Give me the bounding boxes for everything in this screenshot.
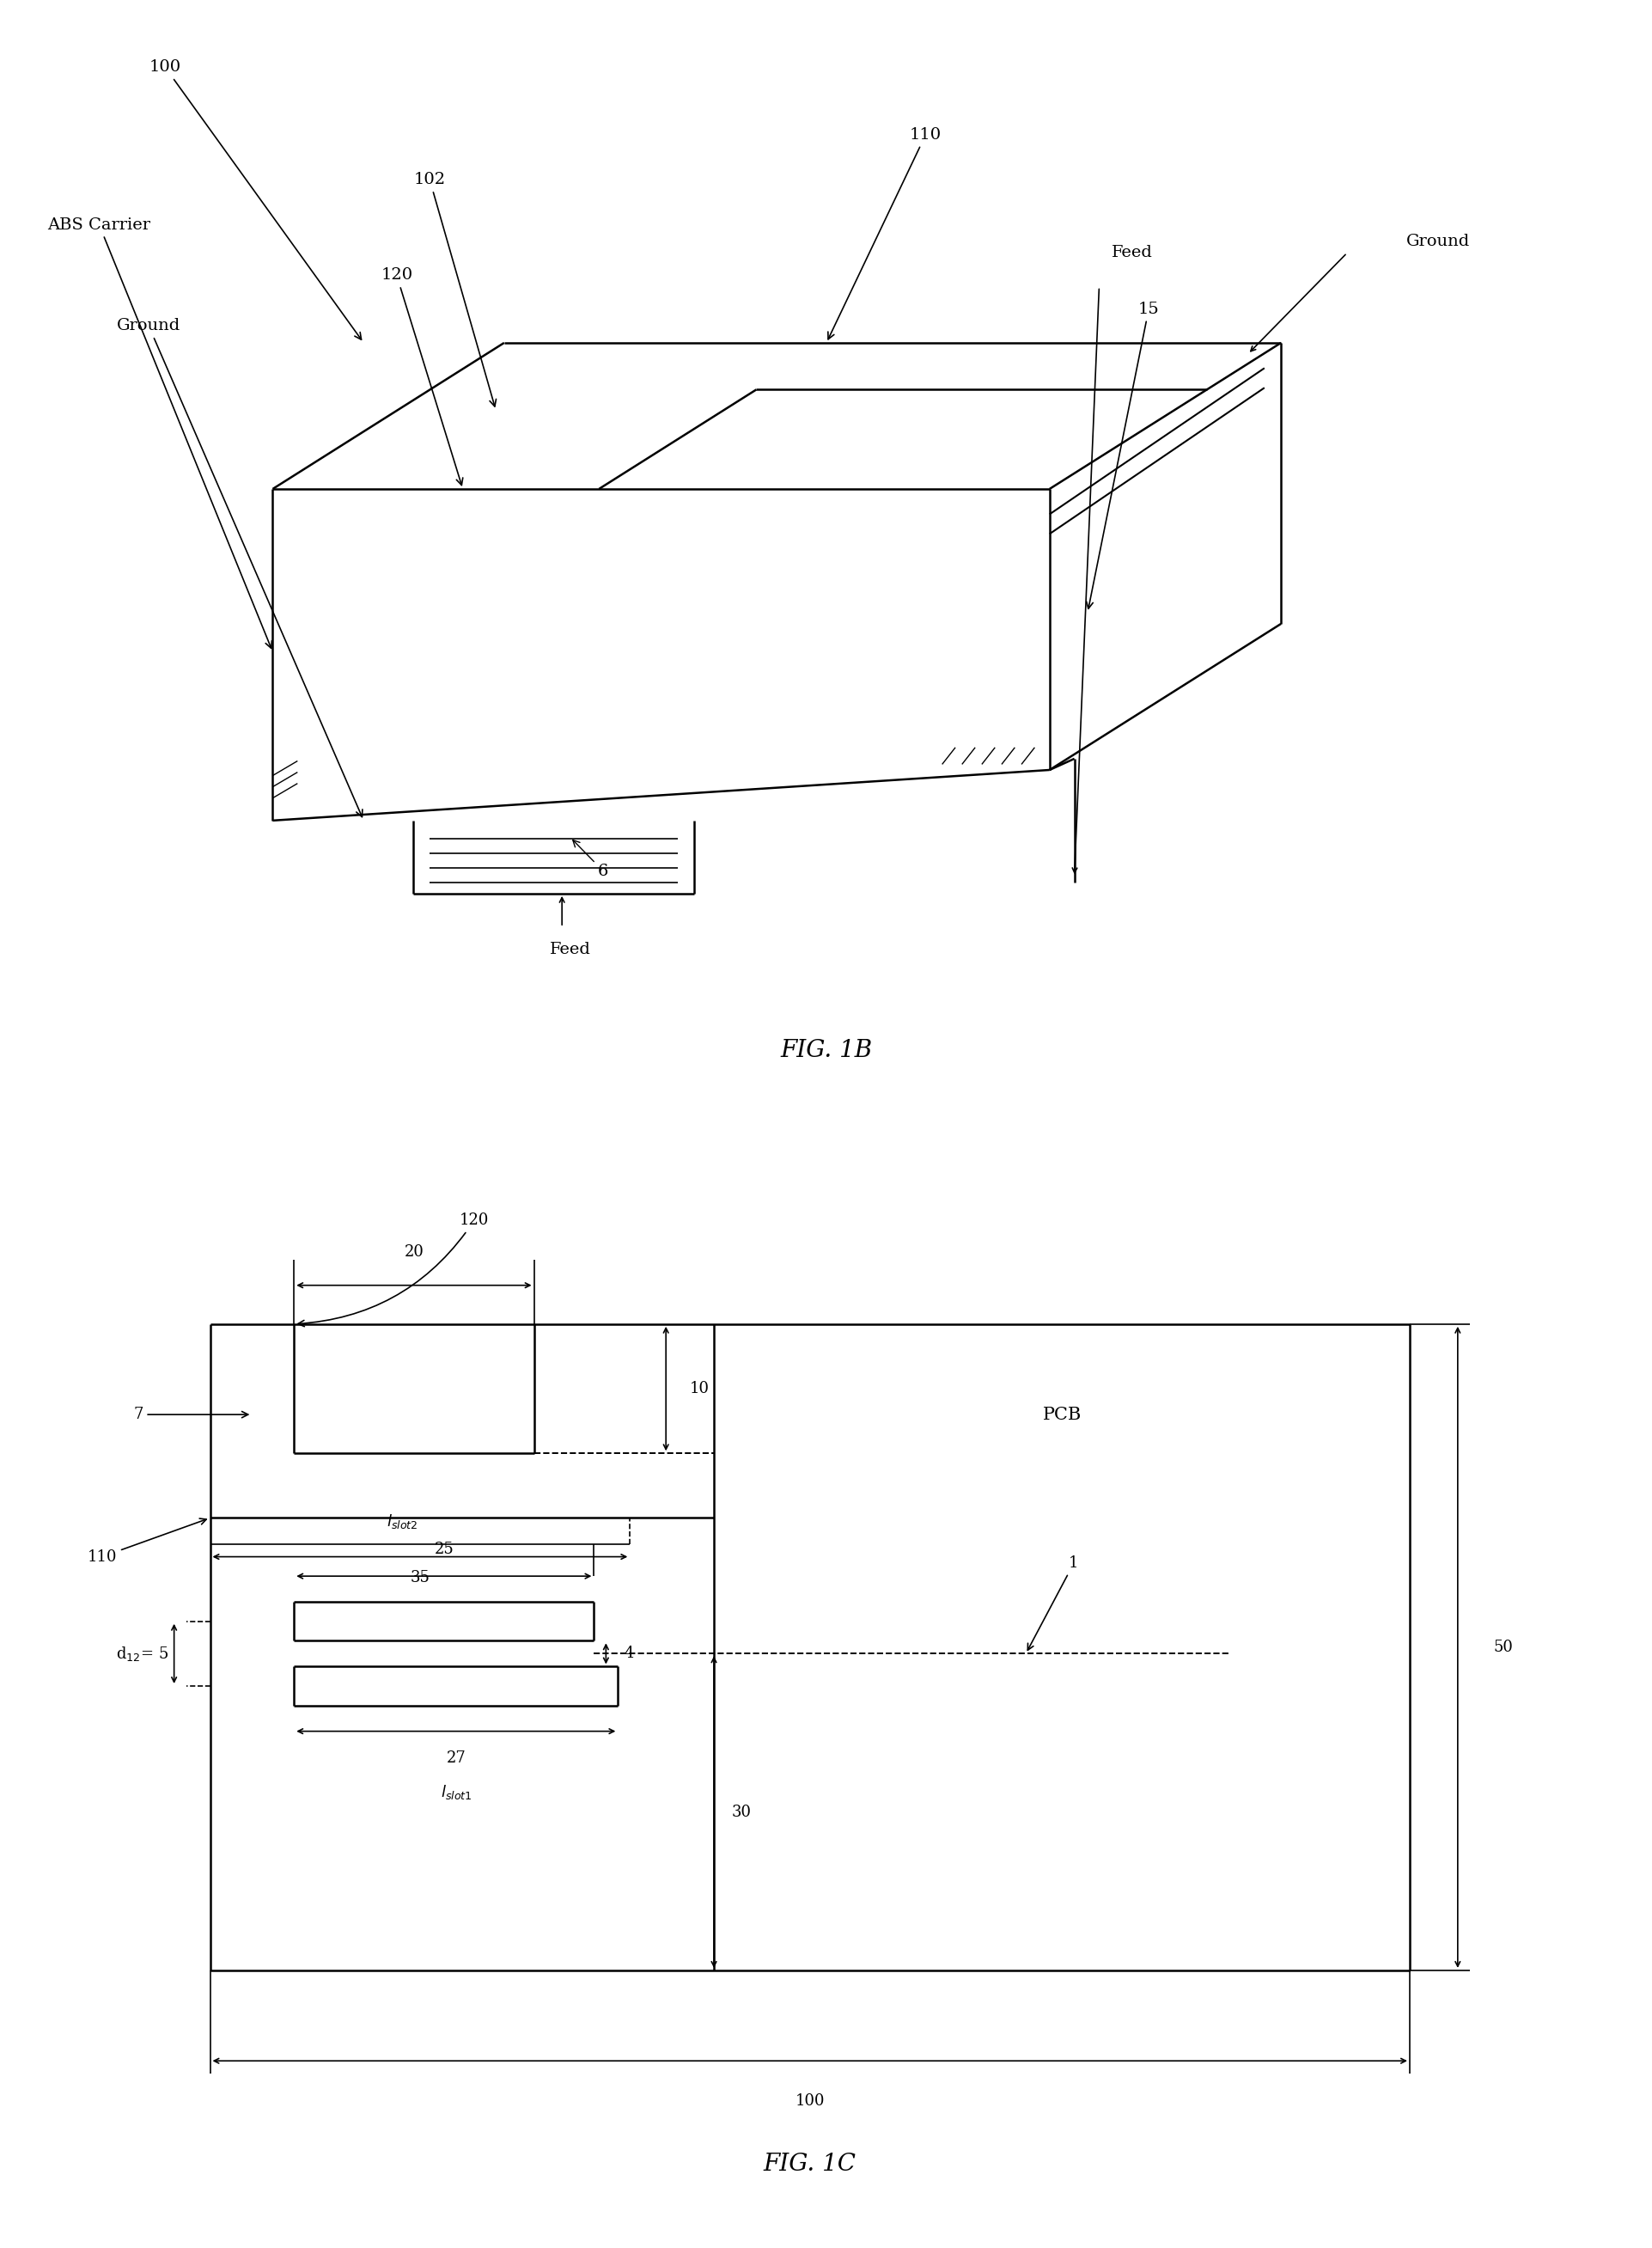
Text: Feed: Feed: [550, 942, 590, 958]
Text: 25: 25: [434, 1542, 454, 1556]
Text: 120: 120: [297, 1214, 489, 1326]
Text: 110: 110: [828, 128, 942, 339]
Text: 30: 30: [732, 1805, 752, 1821]
Text: 27: 27: [446, 1751, 466, 1767]
Text: 110: 110: [88, 1517, 206, 1565]
Text: 10: 10: [689, 1380, 709, 1396]
Text: 7: 7: [134, 1407, 248, 1423]
Text: 6: 6: [573, 841, 608, 879]
Text: $l_{slot2}$: $l_{slot2}$: [387, 1513, 418, 1531]
Text: 4: 4: [624, 1646, 633, 1661]
Text: FIG. 1B: FIG. 1B: [780, 1039, 872, 1063]
Text: 35: 35: [410, 1569, 430, 1585]
Text: 1: 1: [1028, 1556, 1079, 1650]
Text: 102: 102: [413, 173, 496, 407]
Text: 120: 120: [380, 268, 463, 486]
Text: Feed: Feed: [1112, 245, 1151, 261]
Text: 15: 15: [1085, 301, 1158, 609]
Text: ABS Carrier: ABS Carrier: [48, 218, 271, 647]
Text: PCB: PCB: [1042, 1407, 1080, 1423]
Text: $l_{slot1}$: $l_{slot1}$: [439, 1783, 471, 1801]
Text: 100: 100: [149, 61, 362, 339]
Text: Ground: Ground: [1406, 234, 1469, 250]
Text: 50: 50: [1493, 1639, 1513, 1655]
Text: FIG. 1C: FIG. 1C: [763, 2154, 856, 2176]
Text: d$_{12}$= 5: d$_{12}$= 5: [116, 1646, 169, 1664]
Text: 20: 20: [405, 1243, 423, 1259]
Text: Ground: Ground: [117, 319, 362, 816]
Text: 100: 100: [795, 2093, 824, 2109]
